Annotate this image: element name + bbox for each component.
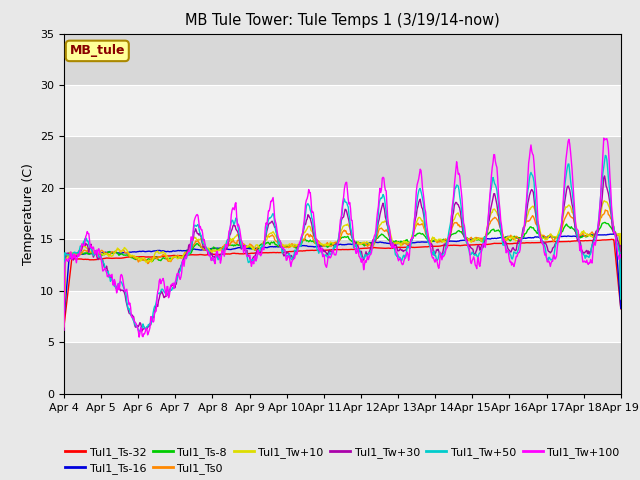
Title: MB Tule Tower: Tule Temps 1 (3/19/14-now): MB Tule Tower: Tule Temps 1 (3/19/14-now…: [185, 13, 500, 28]
Legend: Tul1_Ts-32, Tul1_Ts-16, Tul1_Ts-8, Tul1_Ts0, Tul1_Tw+10, Tul1_Tw+30, Tul1_Tw+50,: Tul1_Ts-32, Tul1_Ts-16, Tul1_Ts-8, Tul1_…: [61, 443, 624, 479]
Y-axis label: Temperature (C): Temperature (C): [22, 163, 35, 264]
Bar: [64, 342, 621, 394]
Bar: [64, 136, 621, 188]
Bar: [64, 34, 621, 85]
Bar: [64, 240, 621, 291]
Text: MB_tule: MB_tule: [70, 44, 125, 58]
